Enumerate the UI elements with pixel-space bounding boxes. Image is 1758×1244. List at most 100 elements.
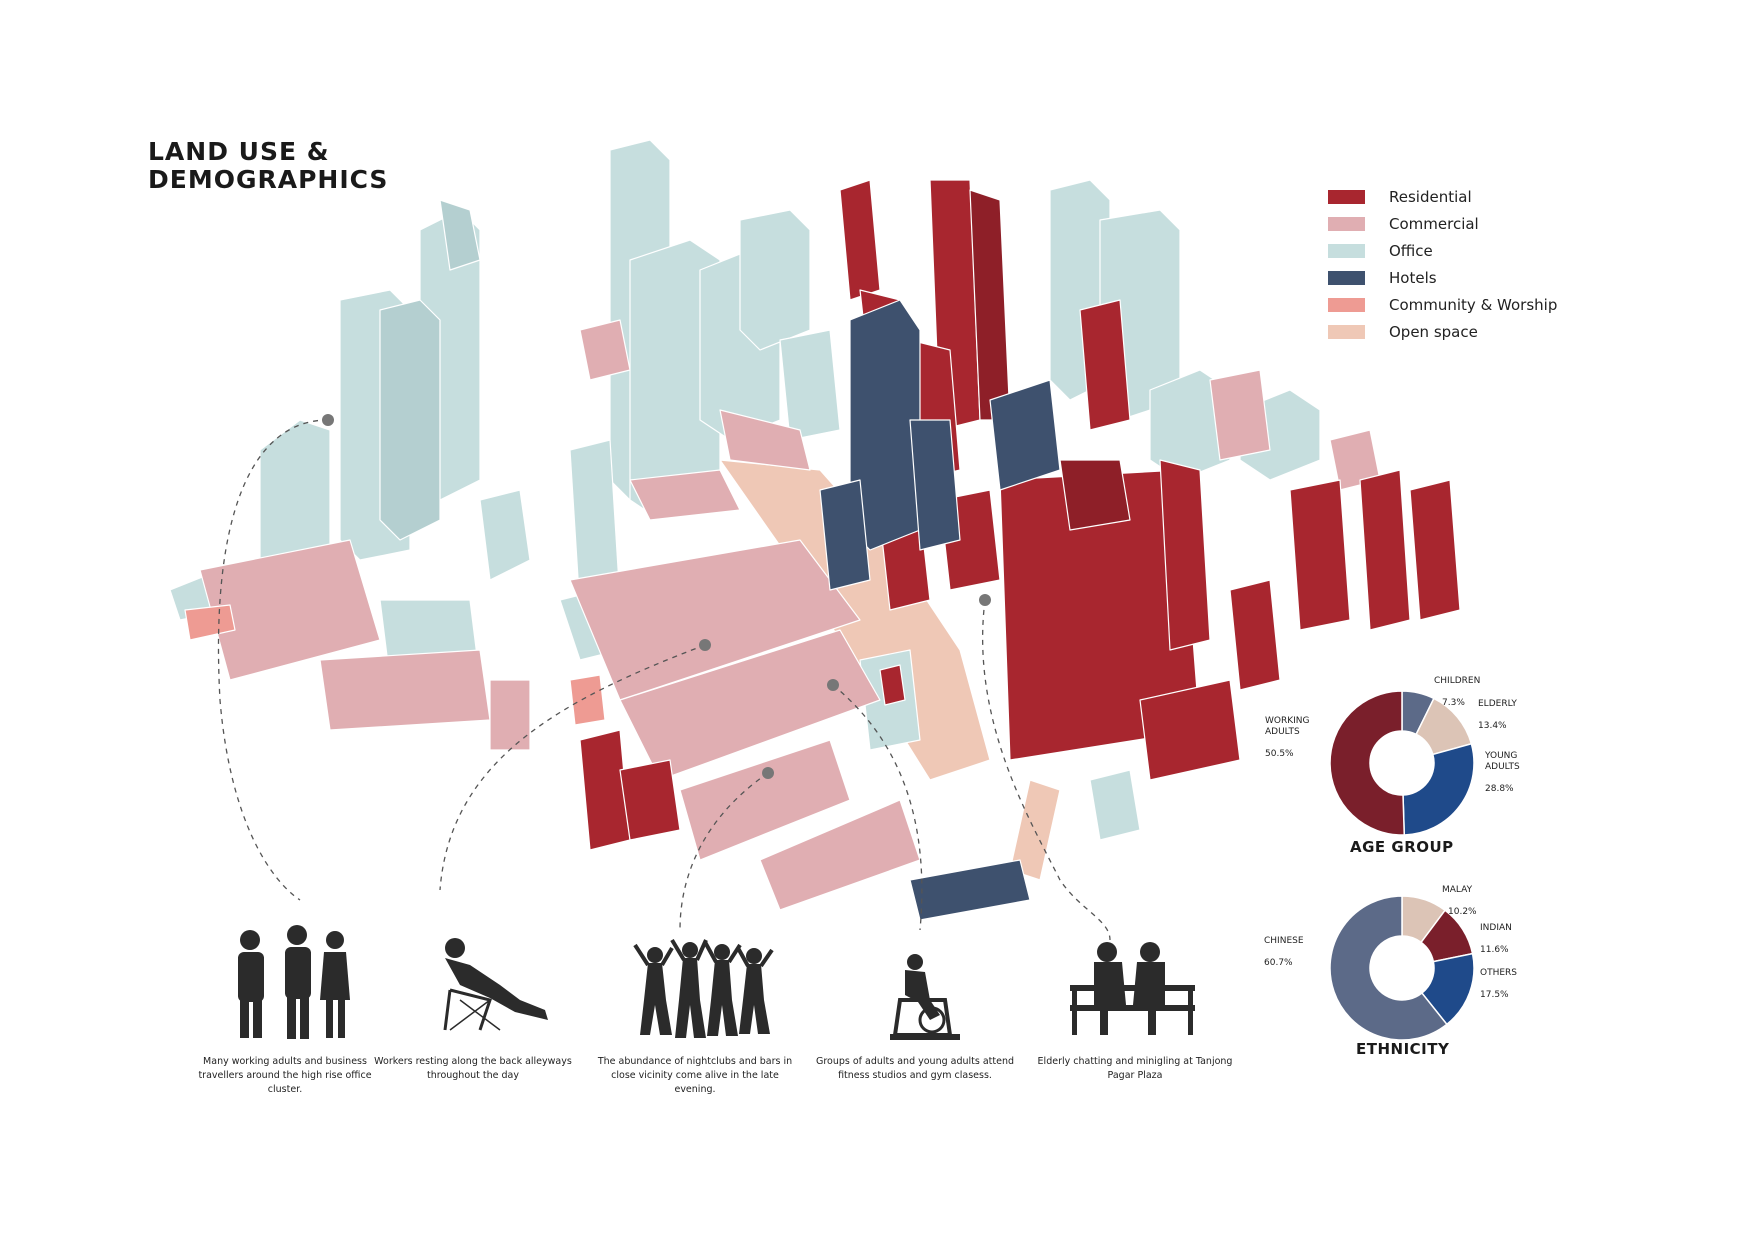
hotel-tower	[989, 379, 1061, 491]
pie-age-slice-2	[1402, 742, 1475, 836]
legend-swatch	[1328, 270, 1365, 285]
eth-slice-value: 10.2%	[1448, 907, 1477, 917]
location-marker	[699, 639, 711, 651]
commercial-shophouses	[619, 629, 881, 781]
legend-label: Community & Worship	[1389, 295, 1558, 314]
caption-nightclubs: The abundance of nightclubs and bars in …	[597, 1056, 793, 1095]
eth-slice-label: INDIAN	[1480, 923, 1512, 933]
leader-line	[217, 419, 329, 901]
commercial-shophouses	[319, 649, 491, 731]
legend-item-open-space: Open space	[1328, 318, 1557, 345]
legend-swatch	[1328, 216, 1365, 231]
residential-tower	[839, 179, 881, 301]
office-block	[479, 489, 531, 581]
office-tower	[379, 299, 441, 541]
age-group-donut-chart	[1329, 690, 1475, 836]
residential-tower	[1289, 479, 1351, 631]
caption-fitness-studios: Groups of adults and young adults attend…	[815, 1056, 1015, 1081]
age-slice-value: 28.8%	[1485, 784, 1514, 794]
caption-tanjong-pagar-plaza: Elderly chatting and minigling at Tanjon…	[1037, 1056, 1233, 1081]
legend-item-residential: Residential	[1328, 183, 1557, 210]
residential-tower	[1359, 469, 1411, 631]
page-title: LAND USE & DEMOGRAPHICS	[148, 137, 389, 194]
residential-tower	[1059, 459, 1131, 531]
elderly-bench-icon	[1070, 942, 1195, 1035]
legend-label: Residential	[1389, 187, 1472, 206]
age-label-working-adults: WORKING ADULTS 50.5%	[1265, 705, 1310, 760]
community-building	[184, 604, 236, 641]
legend-swatch	[1328, 189, 1365, 204]
legend-item-hotels: Hotels	[1328, 264, 1557, 291]
hotel-tower	[909, 419, 961, 551]
eth-label-malay: MALAY 10.2%	[1442, 874, 1477, 918]
age-slice-value: 7.3%	[1442, 698, 1465, 708]
ethnicity-donut-chart	[1329, 895, 1475, 1041]
eth-slice-label: OTHERS	[1480, 968, 1518, 978]
commercial-shophouses	[679, 739, 851, 861]
location-marker	[979, 594, 991, 606]
office-block	[1089, 769, 1141, 841]
eth-slice-label: MALAY	[1442, 885, 1473, 895]
pie-eth-slice-3	[1329, 895, 1448, 1041]
hotel-block	[909, 859, 1031, 921]
eth-label-others: OTHERS 17.5%	[1480, 957, 1517, 1001]
location-marker	[827, 679, 839, 691]
eth-label-chinese: CHINESE 60.7%	[1264, 925, 1304, 969]
age-slice-value: 13.4%	[1478, 721, 1507, 731]
legend-label: Hotels	[1389, 268, 1437, 287]
commercial-block	[579, 319, 631, 381]
business-people-icon	[238, 925, 350, 1039]
legend-swatch	[1328, 297, 1365, 312]
land-use-legend: Residential Commercial Office Hotels Com…	[1328, 183, 1557, 345]
legend-swatch	[1328, 324, 1365, 339]
commercial-block	[719, 409, 811, 471]
residential-block	[619, 759, 681, 841]
eth-slice-label: CHINESE	[1264, 936, 1304, 946]
commercial-shophouses	[199, 539, 381, 681]
commercial-tower	[1209, 369, 1271, 461]
age-slice-value: 50.5%	[1265, 749, 1294, 759]
age-group-title: AGE GROUP	[1350, 838, 1454, 856]
resting-worker-icon	[443, 938, 548, 1031]
legend-label: Office	[1389, 241, 1433, 260]
dancing-crowd-icon	[633, 938, 774, 1038]
age-slice-label: CHILDREN	[1434, 676, 1481, 686]
community-building	[569, 674, 606, 726]
age-slice-label: WORKING ADULTS	[1265, 716, 1310, 737]
age-label-children: CHILDREN 7.3%	[1434, 665, 1480, 709]
eth-label-indian: INDIAN 11.6%	[1480, 912, 1512, 956]
age-label-elderly: ELDERLY 13.4%	[1478, 688, 1517, 732]
ethnicity-title: ETHNICITY	[1356, 1040, 1450, 1058]
residential-tower	[1159, 459, 1211, 651]
legend-item-commercial: Commercial	[1328, 210, 1557, 237]
commercial-block	[629, 469, 741, 521]
office-block	[779, 329, 841, 441]
residential-tower	[1409, 479, 1461, 621]
commercial-block	[489, 679, 531, 751]
leader-line	[981, 599, 1111, 941]
age-slice-label: ELDERLY	[1478, 699, 1517, 709]
commercial-shophouses	[759, 799, 921, 911]
legend-label: Commercial	[1389, 214, 1479, 233]
age-slice-label: YOUNG ADULTS	[1485, 751, 1520, 772]
hotel-tower	[819, 479, 871, 591]
caption-back-alleyways: Workers resting along the back alleyways…	[374, 1056, 572, 1081]
legend-item-community-worship: Community & Worship	[1328, 291, 1557, 318]
age-label-young-adults: YOUNG ADULTS 28.8%	[1485, 740, 1520, 795]
eth-slice-value: 17.5%	[1480, 990, 1509, 1000]
commercial-shophouses	[569, 539, 861, 701]
residential-tower	[1079, 299, 1131, 431]
legend-swatch	[1328, 243, 1365, 258]
residential-cluster	[1139, 679, 1241, 781]
residential-tower	[1229, 579, 1281, 691]
gym-cyclist-icon	[890, 954, 960, 1040]
legend-item-office: Office	[1328, 237, 1557, 264]
office-tower-top	[439, 199, 481, 271]
eth-slice-value: 60.7%	[1264, 958, 1293, 968]
leader-line	[832, 684, 923, 931]
location-marker	[322, 414, 334, 426]
legend-label: Open space	[1389, 322, 1478, 341]
office-tower	[739, 209, 811, 351]
eth-slice-value: 11.6%	[1480, 945, 1509, 955]
